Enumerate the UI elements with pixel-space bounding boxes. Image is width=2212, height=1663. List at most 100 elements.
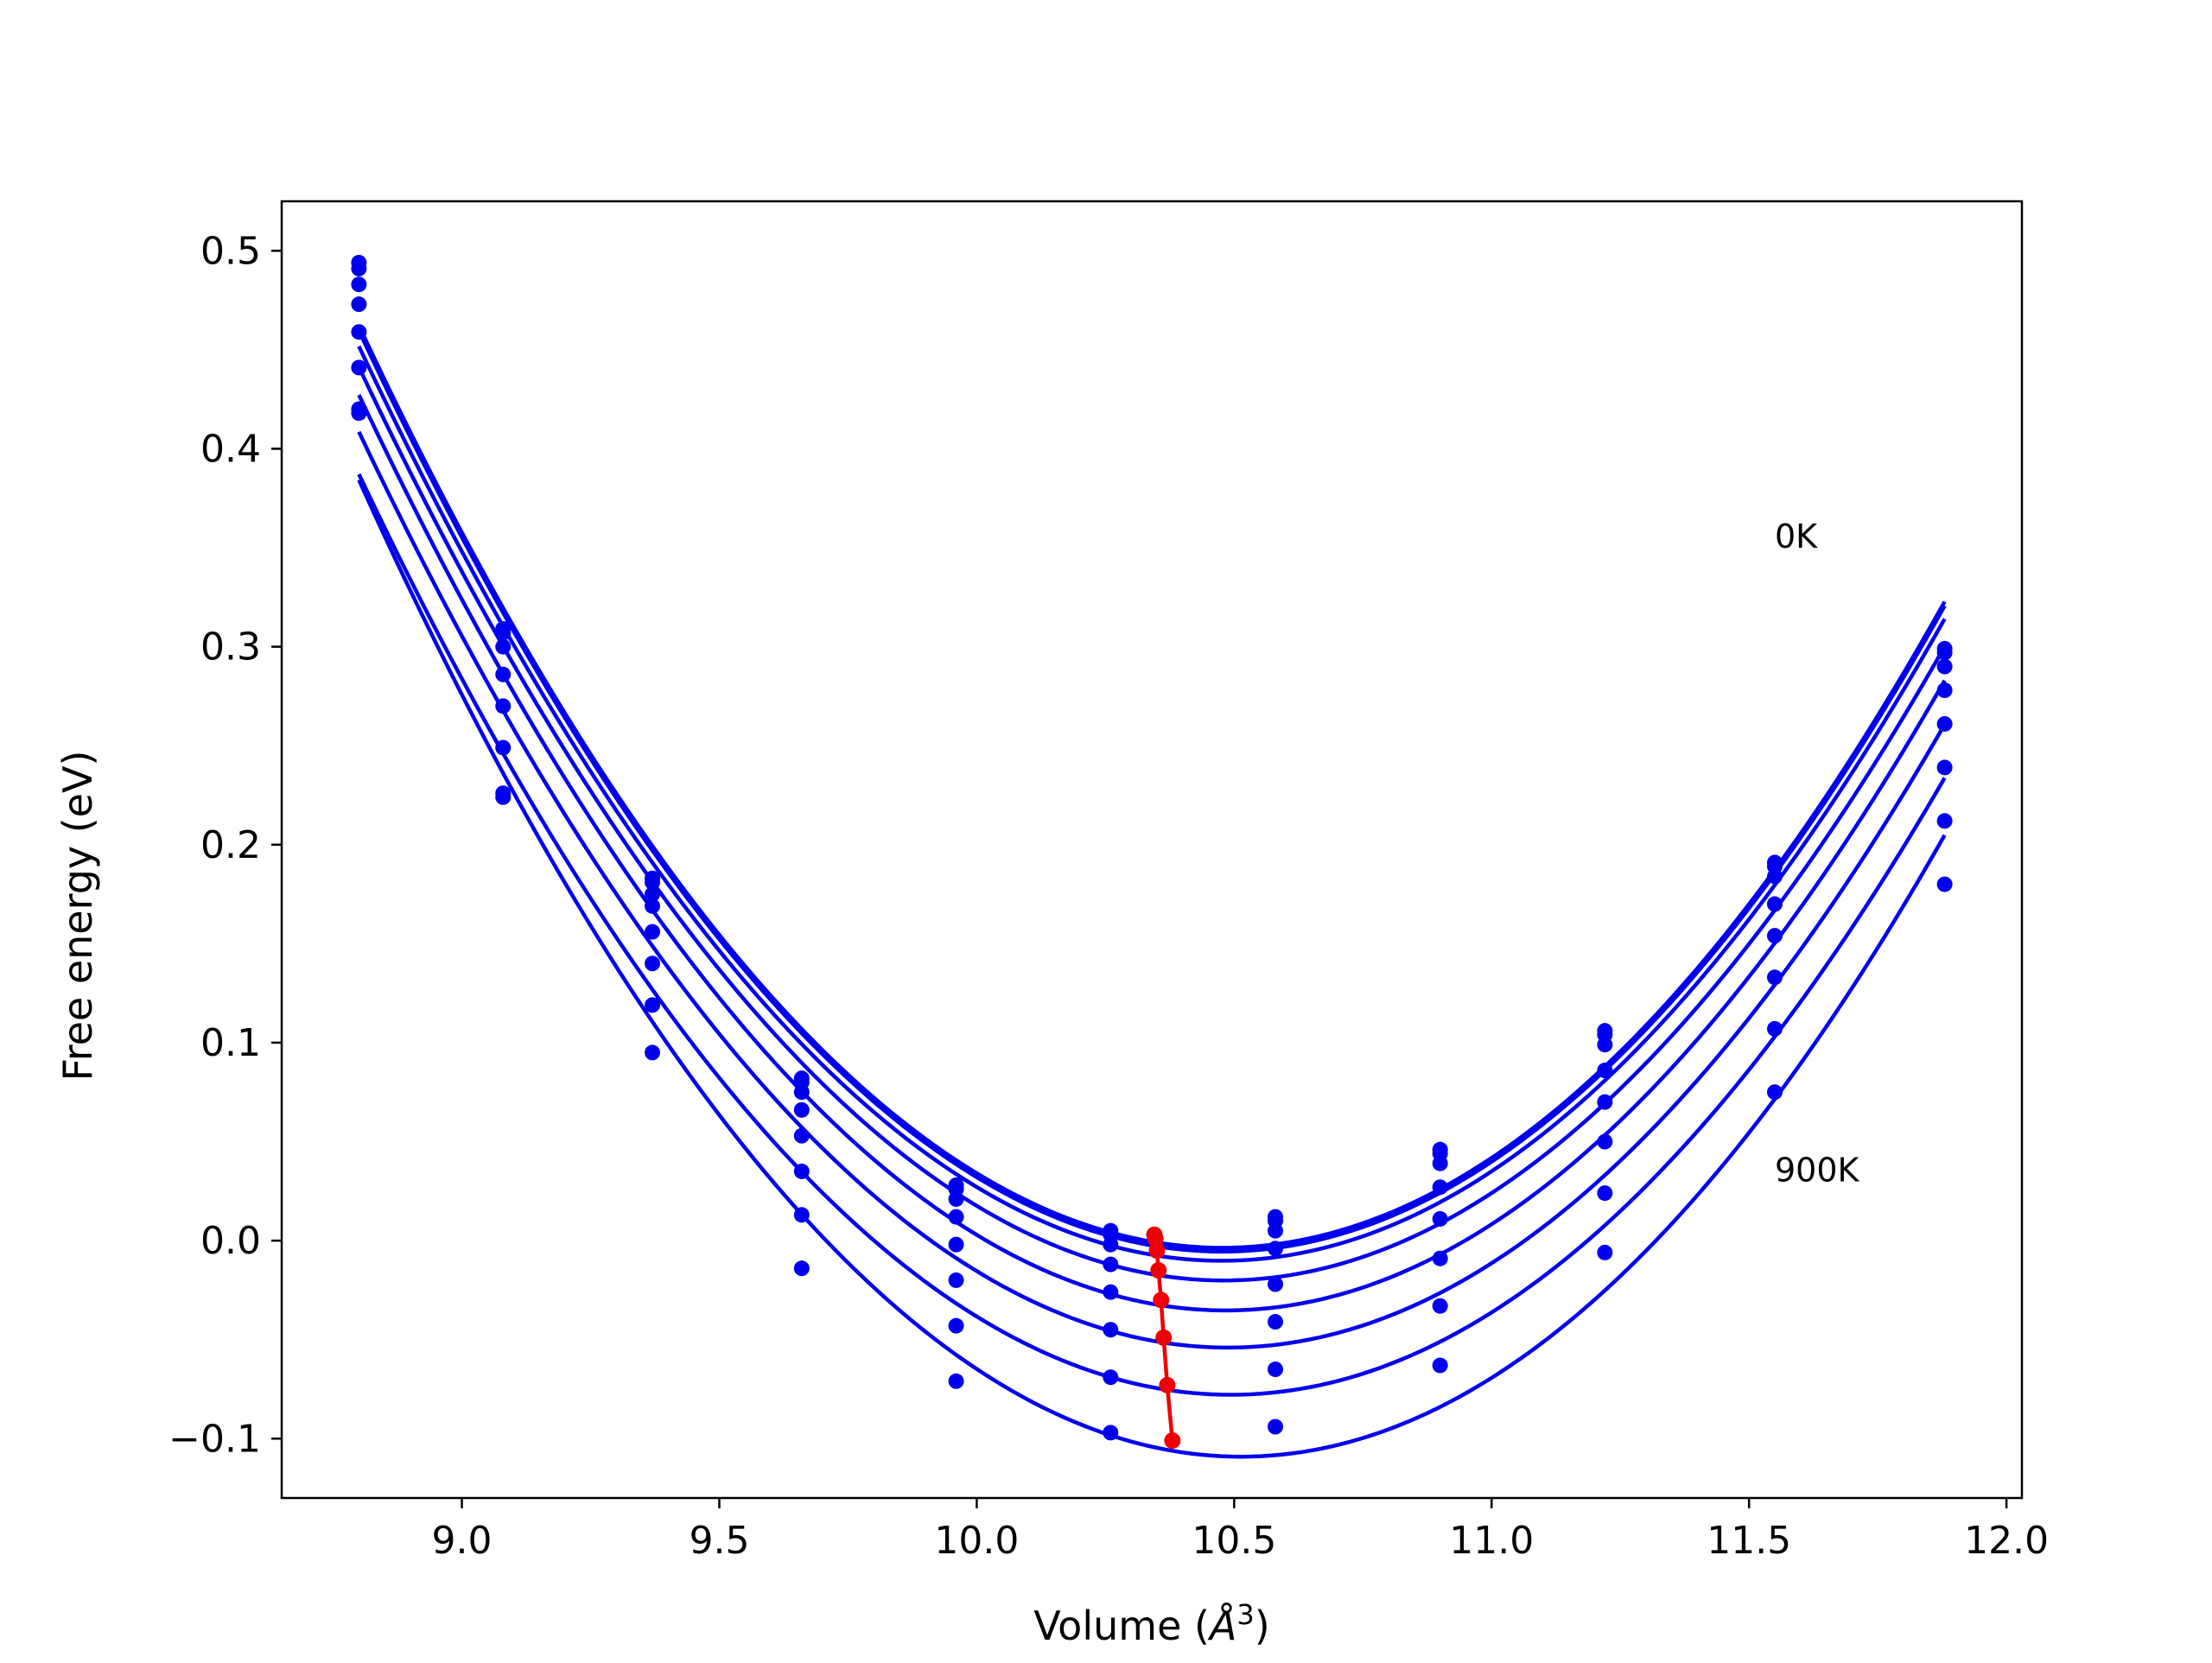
data-point [1268, 1419, 1284, 1435]
data-point [793, 1207, 810, 1223]
data-point [645, 874, 661, 891]
data-point [1432, 1179, 1448, 1196]
annotations: 0K 900K [1775, 517, 1860, 1189]
data-point [1103, 1369, 1119, 1386]
data-point [495, 666, 512, 682]
data-point [1936, 876, 1953, 892]
data-point [645, 886, 661, 903]
data-point [1432, 1250, 1448, 1266]
data-point [793, 1084, 810, 1101]
data-point [1597, 1094, 1613, 1110]
data-point [1597, 1185, 1613, 1202]
data-point [351, 405, 367, 422]
data-point [1766, 868, 1783, 885]
data-point [495, 638, 512, 655]
x-tick-label: 11.0 [1449, 1519, 1534, 1563]
data-point [1103, 1284, 1119, 1300]
data-point [495, 739, 512, 756]
data-point [645, 924, 661, 940]
data-point [948, 1236, 964, 1253]
minima-layer [1146, 1226, 1181, 1450]
data-point [1432, 1210, 1448, 1227]
data-point [351, 296, 367, 313]
minimum-point [1155, 1329, 1173, 1346]
y-tick-label: 0.2 [200, 823, 261, 867]
x-tick-label: 10.0 [934, 1519, 1019, 1563]
temperature-annotation: 0K [1775, 517, 1818, 555]
fit-curve-7 [357, 479, 1947, 1459]
data-point [645, 1044, 661, 1061]
fit-curve-5 [357, 430, 1947, 1350]
fit-curve-6 [357, 473, 1947, 1397]
y-tick-label: 0.1 [200, 1021, 261, 1065]
data-point [1936, 658, 1953, 675]
data-point [1766, 1020, 1783, 1037]
y-axis-label: Free energy (eV) [54, 751, 101, 1082]
data-point [1103, 1322, 1119, 1338]
curves-layer [357, 324, 1947, 1459]
data-point [793, 1260, 810, 1277]
data-point [1936, 813, 1953, 829]
data-point [1103, 1236, 1119, 1253]
data-point [351, 276, 367, 293]
data-point [793, 1127, 810, 1144]
data-point [793, 1163, 810, 1179]
x-tick-label: 10.5 [1192, 1519, 1276, 1563]
data-point [1936, 715, 1953, 732]
data-point [948, 1317, 964, 1334]
data-point [1268, 1222, 1284, 1239]
data-point [495, 789, 512, 805]
data-point [495, 698, 512, 714]
data-point [1268, 1314, 1284, 1330]
x-tick-label: 11.5 [1707, 1519, 1791, 1563]
data-point [351, 260, 367, 276]
y-tick-label: 0.0 [200, 1219, 261, 1263]
data-point [1766, 969, 1783, 986]
x-axis-label-exponent: 3 [1236, 1598, 1254, 1631]
data-point [645, 997, 661, 1013]
data-point [645, 898, 661, 914]
y-tick-label: 0.4 [200, 427, 261, 471]
x-axis-label-prefix: Volume ( [1033, 1603, 1210, 1649]
data-point [1936, 644, 1953, 661]
fit-curve-4 [357, 394, 1947, 1313]
fit-curve-3 [357, 365, 1947, 1283]
data-point [1766, 1084, 1783, 1101]
data-point [793, 1101, 810, 1118]
data-point [1268, 1276, 1284, 1292]
y-tick-label: −0.1 [168, 1417, 261, 1461]
data-point [1103, 1256, 1119, 1273]
data-point [1766, 896, 1783, 912]
data-point [495, 625, 512, 641]
minimum-point [1164, 1432, 1181, 1450]
data-point [1766, 928, 1783, 944]
data-point [351, 324, 367, 340]
data-point [1597, 1063, 1613, 1079]
data-point [1268, 1362, 1284, 1378]
data-point [948, 1373, 964, 1389]
data-point [948, 1209, 964, 1225]
minimum-point [1153, 1292, 1170, 1309]
y-tick-label: 0.5 [200, 229, 261, 273]
data-point [1597, 1037, 1613, 1053]
x-tick-label: 9.0 [432, 1519, 493, 1563]
x-axis-ticks: 9.0 9.5 10.0 10.5 11.0 11.5 12.0 [432, 1498, 2049, 1563]
data-point [948, 1190, 964, 1207]
minimum-point [1148, 1242, 1166, 1260]
plot-frame [280, 200, 2024, 1500]
data-point [1432, 1357, 1448, 1374]
x-axis-label: Volume (Å3) [1033, 1598, 1269, 1649]
x-axis-label-suffix: ) [1255, 1603, 1270, 1649]
y-axis-ticks: −0.1 0.0 0.1 0.2 0.3 0.4 0.5 [168, 229, 282, 1461]
data-point [1432, 1298, 1448, 1314]
data-point [1268, 1241, 1284, 1257]
data-point [645, 955, 661, 972]
fit-curve-0 [357, 324, 1947, 1250]
x-tick-label: 12.0 [1964, 1519, 2049, 1563]
data-point [1432, 1155, 1448, 1171]
y-tick-label: 0.3 [200, 625, 261, 670]
data-point [1597, 1244, 1613, 1260]
data-point [1597, 1133, 1613, 1150]
x-axis-label-symbol: Å [1207, 1603, 1236, 1649]
